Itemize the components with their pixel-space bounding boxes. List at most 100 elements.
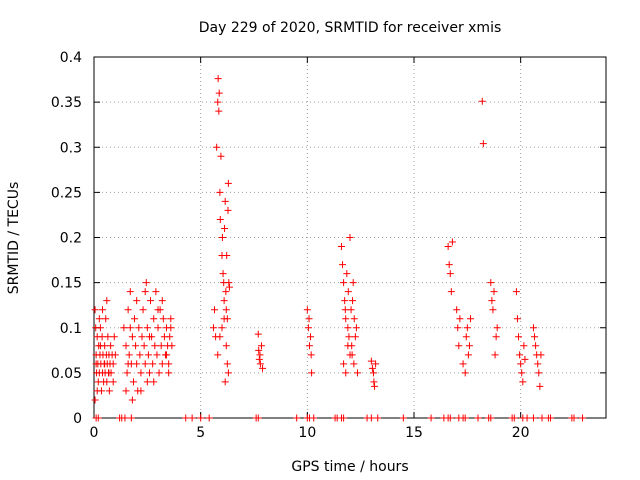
data-point-plus [342, 315, 350, 323]
data-point-plus [218, 324, 226, 332]
data-point-plus [579, 414, 587, 422]
data-point-plus [105, 369, 113, 377]
x-tick-label: 15 [405, 425, 423, 441]
data-point-plus [136, 351, 144, 359]
data-point-plus [211, 306, 219, 314]
data-point-plus [224, 369, 232, 377]
data-point-plus [308, 369, 316, 377]
data-point-plus [167, 315, 175, 323]
data-point-plus [367, 414, 375, 422]
data-point-plus [255, 346, 263, 354]
data-point-plus [465, 342, 473, 350]
data-point-plus [145, 333, 153, 341]
data-point-plus [165, 369, 173, 377]
data-point-plus [127, 414, 135, 422]
data-point-plus [214, 75, 222, 83]
data-point-plus [342, 369, 350, 377]
data-point-plus [446, 414, 454, 422]
data-point-plus [143, 324, 151, 332]
data-point-plus [133, 297, 141, 305]
data-point-plus [256, 360, 264, 368]
data-point-plus [256, 351, 264, 359]
data-point-plus [168, 342, 176, 350]
data-point-plus [138, 333, 146, 341]
data-point-plus [427, 414, 435, 422]
data-point-plus [216, 215, 224, 223]
data-point-plus [166, 333, 174, 341]
data-point-plus [453, 306, 461, 314]
data-point-plus [182, 414, 190, 422]
data-point-plus [515, 333, 523, 341]
data-point-plus [145, 369, 153, 377]
data-point-plus [259, 364, 267, 372]
data-point-plus [374, 414, 382, 422]
data-point-plus [447, 288, 455, 296]
x-tick-label: 0 [90, 425, 99, 441]
data-point-plus [493, 324, 501, 332]
data-point-plus [132, 342, 140, 350]
y-tick-label: 0.3 [60, 140, 82, 156]
data-point-plus [345, 333, 353, 341]
y-tick-label: 0.05 [51, 366, 82, 382]
y-tick-label: 0 [73, 411, 82, 427]
data-point-plus [103, 297, 111, 305]
data-point-plus [217, 152, 225, 160]
data-point-plus [535, 369, 543, 377]
data-point-plus [91, 306, 99, 314]
data-point-plus [303, 306, 311, 314]
data-point-plus [344, 342, 352, 350]
data-point-plus [224, 179, 232, 187]
data-point-plus [529, 324, 537, 332]
data-point-plus [120, 324, 128, 332]
data-point-plus [197, 414, 205, 422]
y-tick-label: 0.35 [51, 95, 82, 111]
data-point-plus [125, 351, 133, 359]
data-point-plus [487, 279, 495, 287]
data-points [91, 75, 587, 422]
data-point-plus [304, 324, 312, 332]
data-point-plus [534, 360, 542, 368]
y-tick-label: 0.2 [60, 231, 82, 247]
data-point-plus [487, 414, 495, 422]
data-point-plus [92, 360, 100, 368]
data-point-plus [220, 315, 228, 323]
data-point-plus [111, 351, 119, 359]
y-tick-label: 0.4 [60, 50, 82, 66]
data-point-plus [257, 342, 265, 350]
data-point-plus [140, 342, 148, 350]
data-point-plus [223, 360, 231, 368]
data-point-plus [467, 315, 475, 323]
data-point-plus [122, 342, 130, 350]
data-point-plus [220, 297, 228, 305]
data-point-plus [124, 306, 132, 314]
data-point-plus [343, 270, 351, 278]
data-point-plus [222, 342, 230, 350]
data-point-plus [518, 369, 526, 377]
data-point-plus [516, 351, 524, 359]
data-point-plus [205, 414, 213, 422]
data-point-plus [532, 342, 540, 350]
data-point-plus [104, 333, 112, 341]
data-point-plus [350, 360, 358, 368]
x-tick-label: 10 [298, 425, 316, 441]
data-point-plus [163, 351, 171, 359]
y-axis-label: SRMTID / TECUs [6, 182, 22, 295]
data-point-plus [188, 414, 196, 422]
data-point-plus [216, 188, 224, 196]
data-point-plus [107, 342, 115, 350]
data-point-plus [446, 270, 454, 278]
data-point-plus [222, 306, 230, 314]
data-point-plus [351, 333, 359, 341]
data-point-plus [369, 369, 377, 377]
y-tick-label: 0.1 [60, 321, 82, 337]
data-point-plus [492, 333, 500, 341]
x-axis-label: GPS time / hours [291, 459, 408, 475]
data-point-plus [307, 333, 315, 341]
data-point-plus [479, 140, 487, 148]
data-point-plus [105, 387, 113, 395]
data-point-plus [121, 414, 129, 422]
data-point-plus [538, 414, 546, 422]
data-point-plus [139, 306, 147, 314]
data-point-plus [520, 342, 528, 350]
chart-title: Day 229 of 2020, SRMTID for receiver xmi… [199, 20, 502, 36]
